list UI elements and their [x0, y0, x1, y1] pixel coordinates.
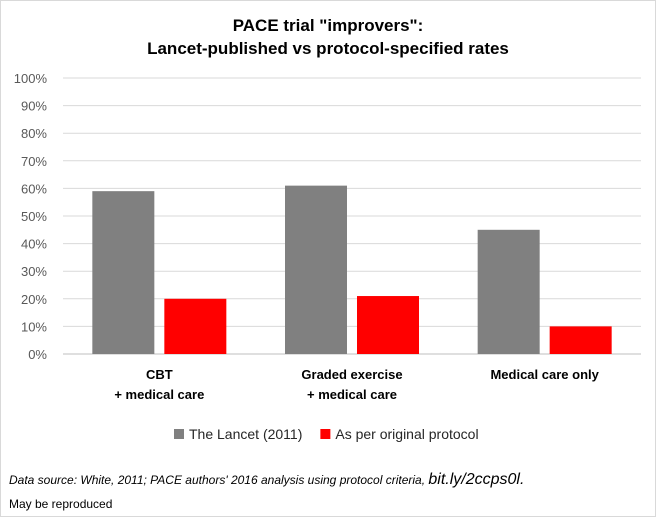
y-tick-label: 10%: [21, 319, 47, 334]
data-source-text: Data source: White, 2011; PACE authors' …: [9, 473, 429, 487]
y-tick-label: 100%: [14, 71, 48, 86]
y-tick-label: 20%: [21, 292, 47, 307]
y-tick-label: 0%: [28, 347, 47, 362]
chart-title-line: PACE trial "improvers":: [233, 16, 424, 35]
y-tick-label: 90%: [21, 99, 47, 114]
bar: [357, 296, 419, 354]
category-label: Graded exercise: [301, 367, 402, 382]
y-tick-label: 70%: [21, 154, 47, 169]
y-tick-label: 40%: [21, 237, 47, 252]
bar: [477, 229, 540, 354]
y-tick-label: 50%: [21, 209, 47, 224]
reproduction-note: May be reproduced: [9, 497, 113, 511]
legend-swatch: [320, 429, 331, 439]
legend-swatch: [174, 429, 184, 439]
bar: [549, 326, 612, 354]
y-tick-label: 80%: [21, 126, 47, 141]
category-label: Medical care only: [490, 367, 599, 382]
chart-title-line: Lancet-published vs protocol-specified r…: [147, 39, 509, 58]
bar: [285, 185, 347, 354]
legend-label: As per original protocol: [335, 426, 478, 442]
y-tick-label: 60%: [21, 181, 47, 196]
data-source-note: Data source: White, 2011; PACE authors' …: [9, 471, 649, 489]
y-tick-label: 30%: [21, 264, 47, 279]
bar: [92, 191, 155, 354]
category-label: + medical care: [307, 387, 397, 402]
legend-label: The Lancet (2011): [189, 426, 302, 442]
category-label: + medical care: [114, 387, 204, 402]
bar: [164, 298, 227, 354]
category-label: CBT: [146, 367, 173, 382]
data-source-link[interactable]: bit.ly/2ccps0l.: [428, 471, 525, 488]
